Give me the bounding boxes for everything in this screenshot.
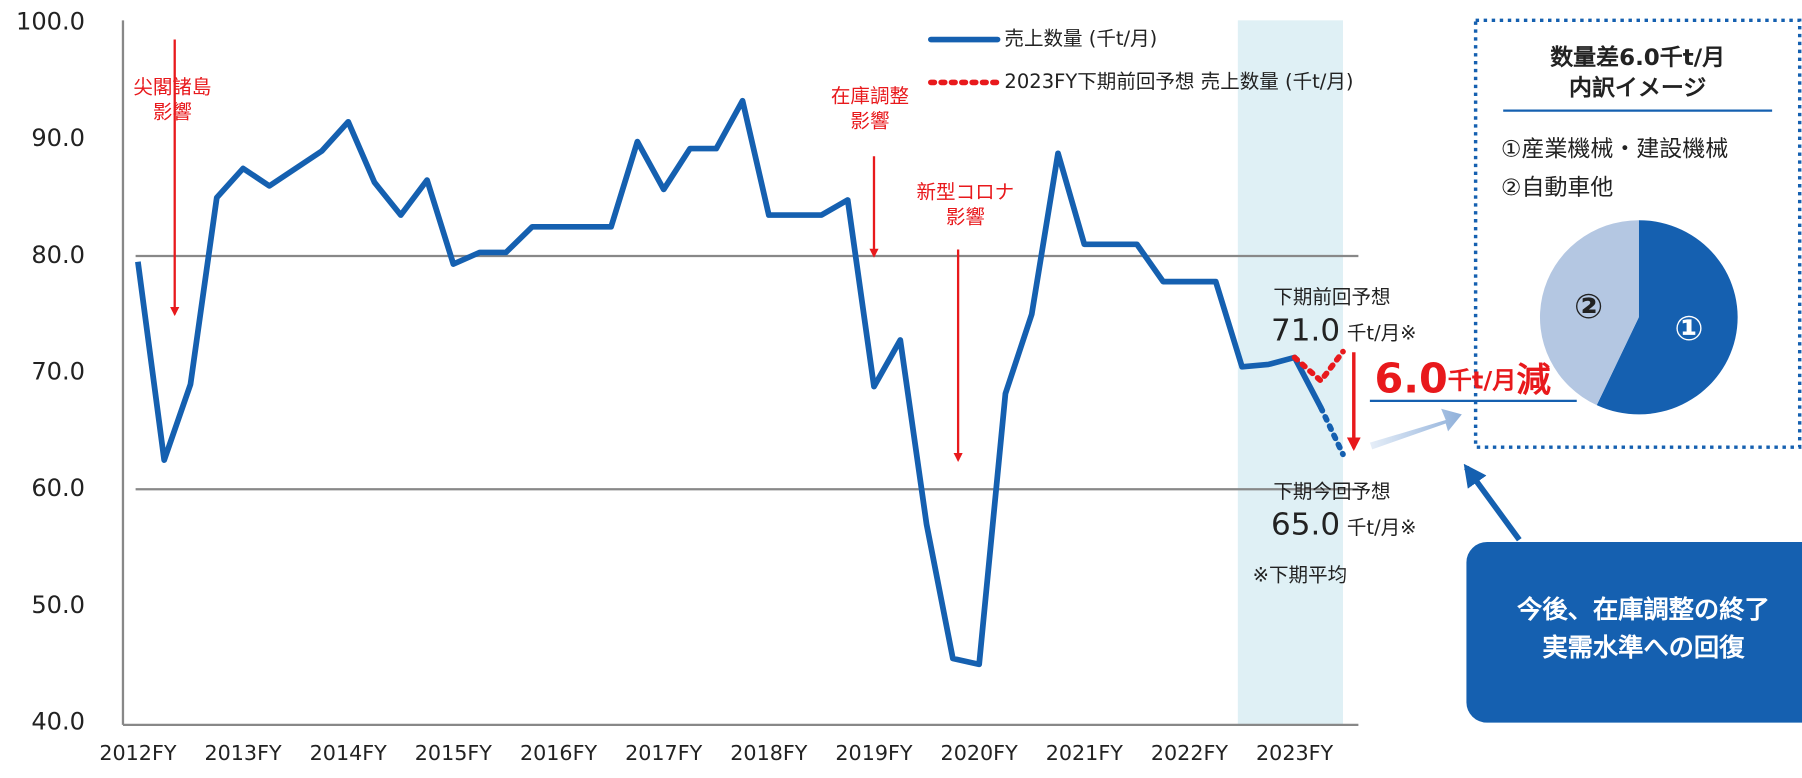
x-tick-label: 2019FY	[835, 741, 913, 765]
legend-label: 売上数量 (千t/月)	[1004, 27, 1157, 50]
breakdown-item: ①産業機械・建設機械	[1501, 137, 1728, 163]
breakdown-item: ②自動車他	[1501, 175, 1613, 201]
forecast-label: 下期今回予想	[1273, 480, 1390, 503]
y-tick-label: 70.0	[31, 358, 85, 386]
callout-text: 今後、在庫調整の終了	[1517, 595, 1770, 624]
series-line	[135, 97, 1324, 668]
difference-text: 6.0千t/月減	[1374, 355, 1550, 403]
difference-value: 6.0	[1374, 355, 1447, 403]
x-tick-label: 2015FY	[415, 741, 493, 765]
annotation-text: 新型コロナ	[917, 181, 1015, 204]
forecast-unit: 千t/月※	[1347, 322, 1417, 345]
breakdown-title: 内訳イメージ	[1569, 75, 1707, 102]
annotation-text: 影響	[946, 206, 985, 229]
pie-slice	[1539, 220, 1639, 406]
x-tick-label: 2014FY	[310, 741, 388, 765]
forecast-unit: 千t/月※	[1347, 516, 1417, 539]
callout-box	[1466, 542, 1802, 723]
annotation-text: 尖閣諸島	[133, 76, 211, 99]
series-line	[1291, 348, 1346, 384]
difference-suffix: 減	[1516, 360, 1550, 400]
pie-slice	[1596, 220, 1738, 415]
annotation-text: 在庫調整	[831, 85, 909, 108]
x-tick-label: 2017FY	[625, 741, 703, 765]
x-tick-label: 2013FY	[204, 741, 282, 765]
x-tick-label: 2018FY	[730, 741, 808, 765]
y-tick-label: 80.0	[31, 241, 85, 269]
x-tick-label: 2023FY	[1256, 741, 1334, 765]
annotation-text: 影響	[850, 110, 889, 133]
y-tick-label: 90.0	[31, 124, 85, 152]
y-tick-label: 60.0	[31, 474, 85, 502]
legend-label: 2023FY下期前回予想 売上数量 (千t/月)	[1004, 70, 1353, 93]
forecast-value: 65.0	[1271, 507, 1340, 543]
forecast-line	[1318, 404, 1346, 458]
pie-label: ①	[1674, 309, 1703, 349]
x-tick-label: 2022FY	[1151, 741, 1229, 765]
x-tick-label: 2020FY	[941, 741, 1019, 765]
gradient-arrow	[1369, 408, 1462, 450]
x-tick-label: 2016FY	[520, 741, 598, 765]
annotation-text: 影響	[153, 101, 192, 124]
forecast-value: 71.0	[1271, 313, 1340, 349]
forecast-label: 下期前回予想	[1273, 286, 1390, 309]
x-tick-label: 2012FY	[99, 741, 177, 765]
y-tick-label: 50.0	[31, 591, 85, 619]
note: ※下期平均	[1253, 563, 1347, 586]
pie-label: ②	[1574, 287, 1603, 327]
background-layer	[121, 20, 1359, 727]
difference-unit: 千t/月	[1448, 367, 1517, 395]
breakdown-box	[1473, 18, 1802, 449]
x-tick-label: 2021FY	[1046, 741, 1124, 765]
callout-arrow	[1463, 463, 1522, 542]
callout-text: 実需水準への回復	[1542, 633, 1745, 662]
y-tick-label: 40.0	[31, 708, 85, 736]
breakdown-title: 数量差6.0千t/月	[1550, 44, 1725, 71]
y-tick-label: 100.0	[16, 8, 85, 36]
